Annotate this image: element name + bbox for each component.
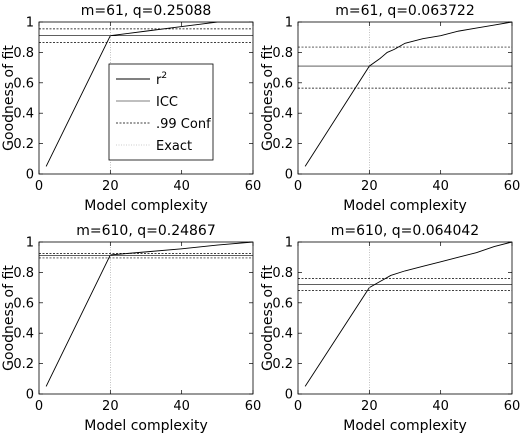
y-tick-label: 1	[285, 236, 293, 251]
x-axis-label: Model complexity	[84, 418, 207, 434]
subplot-title: m=61, q=0.25088	[81, 3, 212, 19]
x-tick-label: 20	[102, 399, 119, 414]
y-tick-label: 0.8	[13, 46, 34, 61]
axes-box	[297, 241, 513, 395]
plot-area	[298, 22, 512, 174]
x-tick-label: 60	[504, 399, 520, 414]
y-tick-label: 0.6	[272, 76, 293, 91]
subplot-title: m=61, q=0.063722	[335, 3, 475, 19]
x-axis-label: Model complexity	[343, 198, 466, 214]
y-tick-label: 1	[26, 16, 34, 31]
x-tick-label: 20	[361, 179, 378, 194]
y-axis-label: Goodness of fit	[260, 45, 276, 151]
x-axis-label: Model complexity	[343, 418, 466, 434]
legend-box	[108, 63, 214, 161]
x-tick-label: 40	[432, 179, 449, 194]
legend-label-conf: .99 Conf	[156, 117, 211, 132]
y-tick-label: 0.4	[272, 107, 293, 122]
y-tick-label: 0.2	[13, 137, 34, 152]
legend-label-text: ICC	[156, 95, 178, 110]
x-tick-label: 0	[294, 179, 302, 194]
y-tick-label: 0.4	[13, 327, 34, 342]
y-tick-label: 0	[285, 388, 293, 403]
x-tick-label: 0	[294, 399, 302, 414]
legend: r2 ICC .99 Conf Exact	[108, 63, 214, 161]
y-tick-label: 0.6	[13, 76, 34, 91]
plot-area	[39, 242, 253, 394]
subplot-1: 0 20 40 60 0 0.2 0.4 0.6 0.8 1 m=61, q=0.25088 Mode…	[1, 3, 261, 214]
subplot-3: 0 20 40 60 0 0.2 0.4 0.6 0.8 1 m=610, q=0.24867 Mod…	[1, 223, 261, 434]
y-tick-label: 0.6	[13, 296, 34, 311]
r2-line	[45, 22, 253, 167]
x-tick-label: 60	[245, 179, 262, 194]
y-tick-label: 0.2	[272, 137, 293, 152]
axes-box	[38, 241, 254, 395]
x-tick-label: 40	[173, 179, 190, 194]
y-tick-label: 0.2	[272, 357, 293, 372]
x-tick-label: 20	[102, 179, 119, 194]
y-tick-label: 1	[285, 16, 293, 31]
axes-box	[297, 21, 513, 175]
y-tick-label: 0.8	[272, 266, 293, 281]
y-axis-label: Goodness of fit	[1, 45, 17, 151]
x-tick-label: 40	[173, 399, 190, 414]
y-tick-label: 0.4	[272, 327, 293, 342]
plot-area	[298, 242, 512, 394]
x-tick-label: 60	[245, 399, 262, 414]
legend-label-superscript: 2	[161, 71, 167, 81]
y-axis-label: Goodness of fit	[1, 265, 17, 371]
y-tick-label: 1	[26, 236, 34, 251]
subplot-2: 0 20 40 60 0 0.2 0.4 0.6 0.8 1 m=61, q=0.063722 Mod…	[260, 3, 520, 214]
x-axis-label: Model complexity	[84, 198, 207, 214]
subplot-title: m=610, q=0.24867	[76, 223, 216, 239]
legend-label-text: Exact	[156, 139, 192, 154]
x-tick-label: 0	[35, 179, 43, 194]
legend-label-exact: Exact	[156, 139, 192, 154]
axes-box	[38, 21, 254, 175]
x-tick-label: 0	[35, 399, 43, 414]
y-tick-label: 0	[285, 168, 293, 183]
legend-label-text: .99 Conf	[156, 117, 211, 132]
y-tick-label: 0.8	[13, 266, 34, 281]
x-tick-label: 60	[504, 179, 520, 194]
y-tick-label: 0.2	[13, 357, 34, 372]
y-tick-label: 0.6	[272, 296, 293, 311]
x-tick-label: 20	[361, 399, 378, 414]
x-tick-label: 40	[432, 399, 449, 414]
r2-line	[45, 242, 253, 387]
legend-label-icc: ICC	[156, 95, 178, 110]
y-tick-label: 0.8	[272, 46, 293, 61]
r2-line	[304, 242, 512, 387]
y-axis-label: Goodness of fit	[260, 265, 276, 371]
legend-label-r2: r2	[156, 71, 167, 88]
y-tick-label: 0	[26, 388, 34, 403]
legend-label-text: r	[156, 73, 162, 88]
y-tick-label: 0.4	[13, 107, 34, 122]
r2-line	[304, 22, 512, 167]
subplot-4: 0 20 40 60 0 0.2 0.4 0.6 0.8 1 m=610, q=0.064042 Mo…	[260, 223, 520, 434]
y-tick-label: 0	[26, 168, 34, 183]
subplot-title: m=610, q=0.064042	[331, 223, 479, 239]
